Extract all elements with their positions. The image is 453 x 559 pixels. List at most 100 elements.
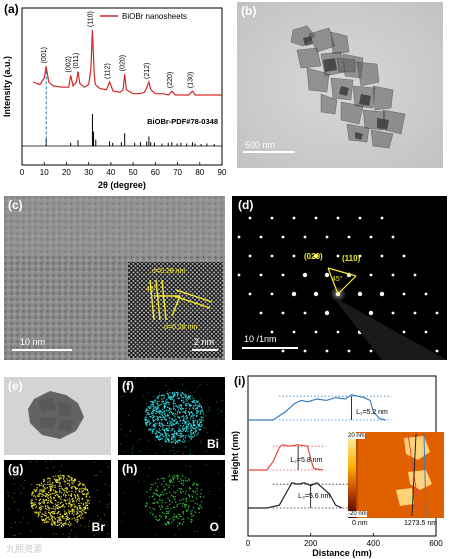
element-dot [70,494,72,496]
noise-dot [176,434,178,436]
element-dot [180,404,182,407]
element-dot [152,483,154,486]
element-dot [168,441,170,443]
element-dot [68,498,71,500]
element-dot [186,423,188,425]
element-dot [86,489,89,491]
element-dot [159,416,161,418]
element-dot [175,515,177,517]
element-dot [72,480,75,482]
element-dot [76,512,78,514]
noise-dot [196,531,198,533]
element-dot [157,416,159,418]
noise-dot [200,440,202,442]
element-dot [168,518,170,520]
element-dot [178,423,180,425]
element-dot [172,481,174,483]
noise-dot [195,427,197,429]
element-dot [170,430,172,432]
element-dot [164,406,167,408]
element-dot [181,431,183,433]
element-dot [182,399,184,401]
element-dot [164,402,166,404]
element-dot [148,428,150,430]
element-dot [194,434,196,436]
element-dot [88,502,90,504]
element-dot [47,483,49,485]
element-dot [58,481,60,483]
noise-dot [7,492,9,494]
element-dot [83,484,85,486]
x-tick-label: 80 [195,168,204,177]
element-dot [150,412,153,414]
noise-dot [145,403,147,405]
element-dot [181,422,184,424]
afm-inset-bottom-label: -20 nm [348,511,367,517]
element-dot [194,403,196,405]
element-dot [51,502,53,504]
element-dot [167,429,169,431]
br-map-image [7,460,111,538]
element-dot [177,410,179,413]
element-dot [159,494,162,496]
element-dot [83,507,85,509]
element-dot [47,521,49,523]
element-dot [164,432,166,434]
noise-dot [100,518,101,520]
element-dot [177,398,179,400]
element-dot [182,393,184,395]
element-dot [186,417,188,419]
element-dot [80,491,82,493]
element-dot [179,440,181,442]
element-dot [152,419,155,421]
noise-dot [93,534,95,536]
element-dot [146,503,149,505]
element-dot [75,488,78,490]
element-dot [157,404,159,406]
noise-dot [175,534,177,536]
element-dot [47,494,49,496]
noise-dot [166,385,167,386]
element-dot [173,506,175,508]
element-dot [186,480,189,482]
noise-dot [39,537,41,538]
element-dot [53,478,55,480]
element-dot [200,424,203,426]
element-dot [181,435,183,437]
noise-dot [177,503,179,505]
element-dot [172,402,174,405]
element-dot [174,420,176,422]
element-dot [155,407,157,409]
element-dot [48,509,50,511]
element-dot [191,415,193,418]
element-dot [195,426,197,428]
element-dot [48,518,50,520]
element-dot [183,441,185,443]
element-dot [145,411,147,413]
element-dot [164,403,166,405]
diffraction-spot [313,291,319,297]
element-dot [194,511,196,513]
element-dot [149,413,151,415]
noise-dot [192,404,194,406]
element-dot [45,515,47,517]
noise-dot [185,446,187,448]
element-dot [165,433,167,435]
diffraction-spot [347,349,351,353]
noise-dot [144,505,146,507]
element-dot [43,519,45,521]
afm-inset [348,432,444,518]
element-dot [54,517,56,519]
diffraction-spot [336,254,340,258]
element-dot [146,420,149,422]
element-dot [144,416,146,418]
x-tick-label: 0 [246,539,251,548]
element-dot [176,421,178,423]
element-dot [68,511,70,513]
element-dot [40,516,42,518]
element-dot [78,500,80,502]
element-dot [186,416,188,418]
element-dot [190,430,192,432]
element-dot [188,496,191,498]
element-dot [67,505,70,507]
